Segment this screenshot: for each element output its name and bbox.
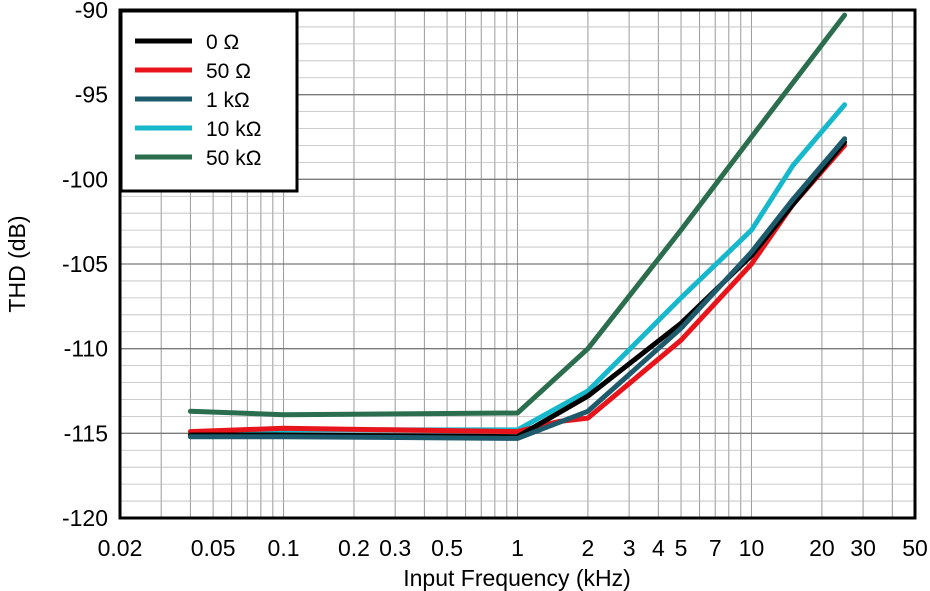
plot-frame (118, 8, 917, 520)
x-tick-label: 3 (623, 535, 636, 561)
x-tick-label: 7 (709, 535, 722, 561)
y-tick-label: -120 (62, 505, 108, 531)
x-tick-label: 0.5 (431, 535, 463, 561)
y-tick-label: -110 (64, 336, 108, 362)
x-tick-label: 0.2 (338, 535, 370, 561)
x-tick-label: 5 (675, 535, 688, 561)
series-line-2 (187, 136, 848, 441)
x-tick-label: 30 (850, 535, 876, 561)
x-tick-label: 50 (902, 535, 928, 561)
series-layer (187, 12, 848, 441)
y-axis-title: THD (dB) (4, 215, 30, 312)
y-tick-label: -90 (75, 0, 108, 23)
y-tick-labels: -90 -95 -100 -105 -110 -115 -120 (62, 0, 108, 531)
x-tick-label: 2 (582, 535, 595, 561)
x-tick-label: 0.3 (379, 535, 411, 561)
legend: 0 Ω 50 Ω 1 kΩ 10 kΩ 50 kΩ (119, 9, 299, 193)
y-tick-label: -105 (62, 251, 108, 277)
y-tick-label: -100 (62, 166, 108, 192)
legend-label: 50 kΩ (206, 147, 261, 170)
legend-label: 10 kΩ (206, 118, 261, 141)
x-tick-label: 0.05 (191, 535, 236, 561)
x-tick-label: 0.1 (268, 535, 300, 561)
series-line-4 (187, 12, 848, 418)
legend-label: 50 Ω (206, 60, 251, 83)
x-tick-labels: 0.02 0.05 0.1 0.2 0.3 0.5 1 2 3 4 5 7 10 20 30 50 (98, 535, 928, 561)
y-tick-label: -115 (64, 420, 108, 446)
legend-label: 0 Ω (206, 31, 239, 54)
x-tick-label: 4 (652, 535, 665, 561)
x-tick-label: 10 (739, 535, 765, 561)
x-tick-label: 0.02 (98, 535, 143, 561)
x-tick-label: 20 (809, 535, 835, 561)
y-tick-label: -95 (75, 82, 108, 108)
legend-label: 1 kΩ (206, 89, 250, 112)
x-tick-label: 1 (511, 535, 524, 561)
x-axis-title: Input Frequency (kHz) (403, 565, 631, 591)
